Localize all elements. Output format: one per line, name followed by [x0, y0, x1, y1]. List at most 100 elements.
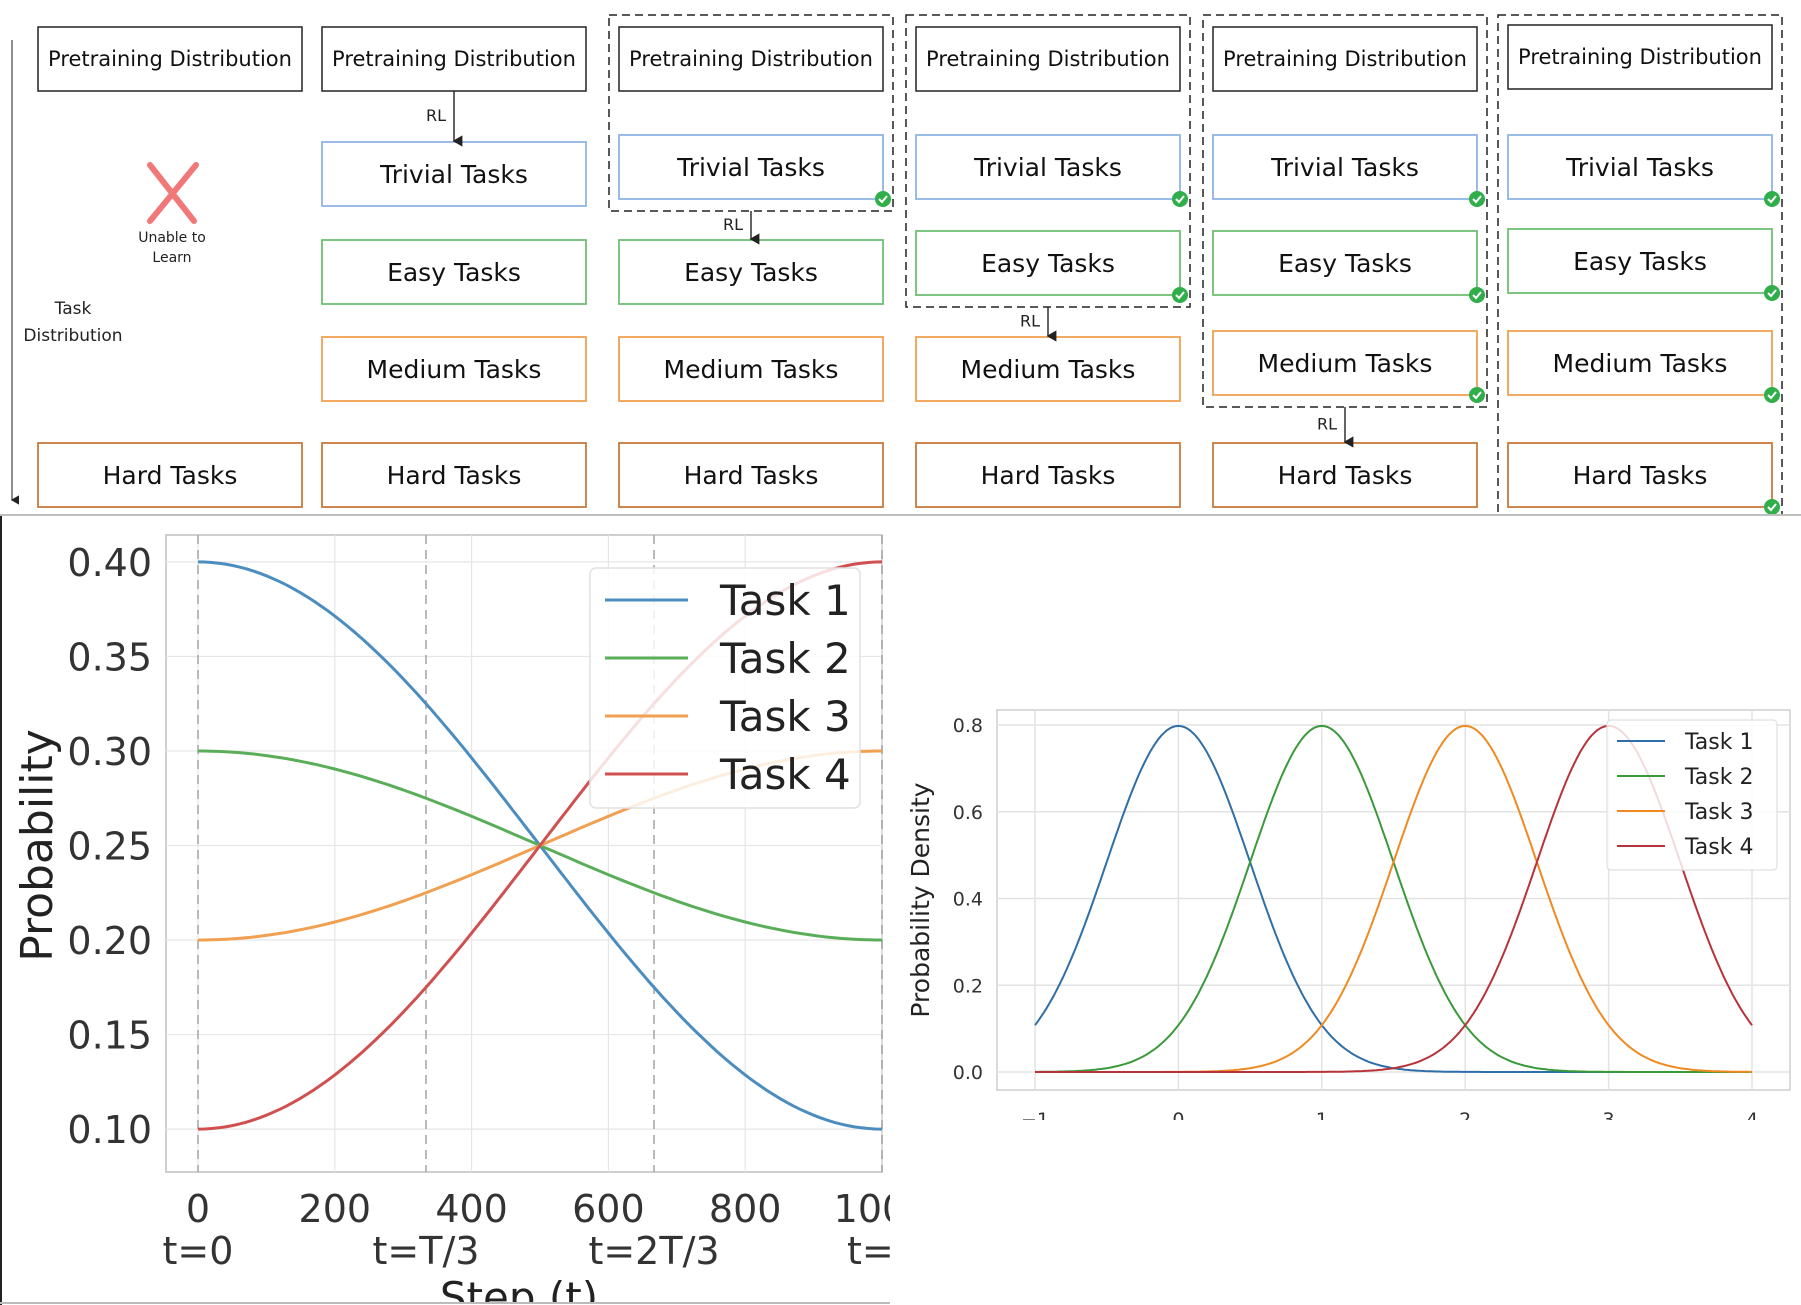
hard-tasks-label: Hard Tasks	[103, 461, 238, 490]
trivial-tasks-label: Trivial Tasks	[1565, 153, 1714, 182]
pretraining-tasks-box	[618, 26, 884, 92]
check-icon	[1764, 499, 1780, 514]
legend-label: Task 3	[719, 692, 851, 741]
mastered-group-dashed-outline	[1497, 14, 1783, 514]
easy-tasks-box	[1507, 228, 1773, 294]
check-icon-mark	[1472, 391, 1482, 400]
unable-label-line1: Unable to	[138, 230, 206, 246]
x-tick-label: 0	[1172, 1109, 1184, 1120]
hard-tasks-box	[915, 442, 1181, 508]
x-tick-label: 400	[435, 1187, 508, 1231]
legend-label: Task 4	[719, 750, 851, 799]
medium-tasks-label: Medium Tasks	[1258, 349, 1433, 378]
check-icon	[1764, 387, 1780, 403]
rl-label: RL	[723, 215, 743, 234]
medium-tasks-label: Medium Tasks	[664, 355, 839, 384]
bottom-border-line	[0, 1302, 890, 1304]
check-icon	[1172, 191, 1188, 207]
legend-box	[1606, 719, 1778, 871]
y-tick-label: 0.40	[67, 541, 152, 585]
check-icon	[1764, 191, 1780, 207]
x-tick-label: 200	[299, 1187, 372, 1231]
hard-tasks-label: Hard Tasks	[1573, 461, 1708, 490]
legend-label: Task 4	[1684, 835, 1753, 860]
legend-label: Task 2	[719, 634, 851, 683]
phase-tick-label: t=T/3	[373, 1229, 480, 1273]
x-tick-label: 1000	[834, 1187, 890, 1231]
pretraining-tasks-box	[915, 26, 1181, 92]
legend-label: Task 3	[1684, 800, 1753, 825]
y-tick-label: 0.6	[953, 802, 983, 824]
rl-label: RL	[426, 106, 446, 125]
probability-schedule-chart: 0.10 0.15 0.20 0.25 0.30 0.35 0.40 0 200 400 600 80…	[12, 534, 890, 1303]
easy-tasks-box	[915, 230, 1181, 296]
hard-tasks-box	[321, 442, 587, 508]
check-icon-mark	[1175, 291, 1185, 300]
easy-tasks-label: Easy Tasks	[387, 258, 521, 287]
check-icon	[1764, 285, 1780, 301]
pretraining-tasks-label: Pretraining Distribution	[48, 47, 292, 71]
trivial-tasks-label: Trivial Tasks	[379, 160, 528, 189]
unable-label-line2: Learn	[152, 250, 191, 266]
x-tick-label: 3	[1603, 1109, 1615, 1120]
legend-label: Task 1	[719, 576, 851, 625]
legend: Task 1 Task 2 Task 3 Task 4	[1606, 719, 1778, 871]
check-icon	[1469, 287, 1485, 303]
trivial-tasks-box	[321, 141, 587, 207]
x-tick-label: −1	[1021, 1109, 1049, 1120]
check-icon-mark	[1767, 391, 1777, 400]
y-tick-label: 0.35	[67, 635, 152, 679]
medium-tasks-box	[915, 336, 1181, 402]
hard-tasks-label: Hard Tasks	[1278, 461, 1413, 490]
trivial-tasks-box	[618, 134, 884, 200]
y-tick-label: 0.2	[953, 975, 983, 997]
medium-tasks-box	[618, 336, 884, 402]
easy-tasks-label: Easy Tasks	[1573, 247, 1707, 276]
x-tick-label: 4	[1746, 1109, 1758, 1120]
y-tick-label: 0.25	[67, 825, 152, 869]
y-axis-label: Probability Density	[906, 782, 935, 1017]
trivial-tasks-label: Trivial Tasks	[1270, 153, 1419, 182]
check-icon-mark	[1472, 291, 1482, 300]
pretraining-tasks-label: Pretraining Distribution	[629, 47, 873, 71]
y-axis-label: Probability	[12, 729, 63, 962]
pretraining-tasks-box	[1507, 24, 1773, 90]
mastered-group-dashed-outline	[608, 14, 894, 212]
check-icon-mark	[1767, 289, 1777, 298]
hard-tasks-label: Hard Tasks	[387, 461, 522, 490]
rl-label: RL	[1020, 312, 1040, 331]
medium-tasks-box	[321, 336, 587, 402]
check-icon-mark	[1767, 195, 1777, 204]
medium-tasks-box	[1507, 330, 1773, 396]
x-tick-label: 1	[1316, 1109, 1328, 1120]
section-divider	[0, 514, 1801, 516]
medium-tasks-label: Medium Tasks	[1553, 349, 1728, 378]
y-tick-label: 0.4	[953, 889, 983, 911]
medium-tasks-label: Medium Tasks	[367, 355, 542, 384]
pretraining-tasks-box	[1212, 26, 1478, 92]
task-distribution-label-line1: Task	[54, 299, 92, 319]
pretraining-tasks-box	[37, 26, 303, 92]
easy-tasks-box	[618, 239, 884, 305]
x-axis-label: Step (t)	[440, 1273, 598, 1303]
check-icon	[1172, 287, 1188, 303]
trivial-tasks-box	[915, 134, 1181, 200]
pretraining-tasks-label: Pretraining Distribution	[1223, 47, 1467, 71]
cross-icon	[147, 162, 199, 224]
left-border-line	[0, 516, 2, 1305]
task-distribution-label-line2: Distribution	[23, 326, 122, 346]
medium-tasks-box	[1212, 330, 1478, 396]
easy-tasks-label: Easy Tasks	[1278, 249, 1412, 278]
check-icon	[875, 191, 891, 207]
curriculum-diagram: Task Distribution Pretraining Distribution…	[10, 14, 1783, 514]
pretraining-tasks-label: Pretraining Distribution	[926, 47, 1170, 71]
x-tick-label: 2	[1459, 1109, 1471, 1120]
phase-tick-label: t=0	[163, 1229, 234, 1273]
hard-tasks-box	[1212, 442, 1478, 508]
hard-tasks-box	[37, 442, 303, 508]
easy-tasks-box	[321, 239, 587, 305]
y-tick-label: 0.30	[67, 730, 152, 774]
hard-tasks-label: Hard Tasks	[684, 461, 819, 490]
hard-tasks-box	[618, 442, 884, 508]
pretraining-tasks-label: Pretraining Distribution	[332, 47, 576, 71]
